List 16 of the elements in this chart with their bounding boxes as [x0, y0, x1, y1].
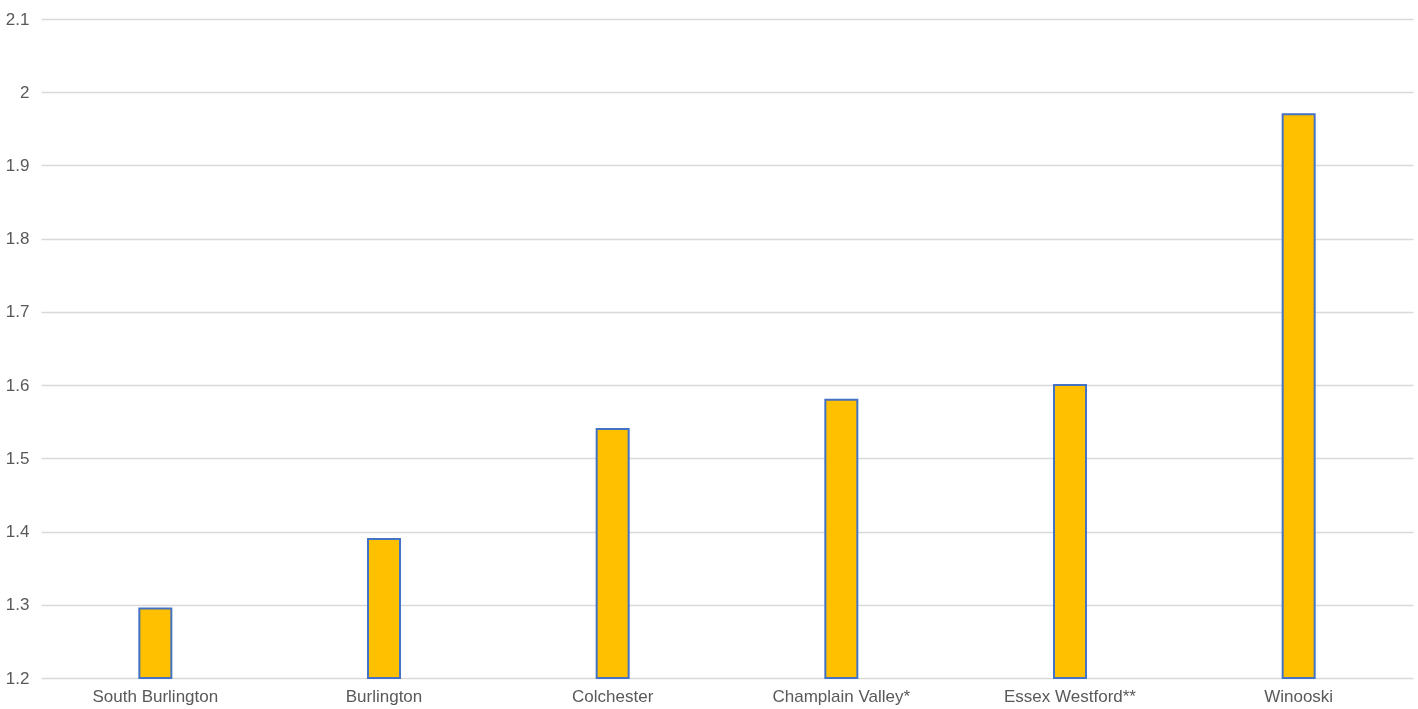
y-tick-label: 1.9 [5, 155, 30, 175]
y-tick-label: 1.5 [5, 448, 30, 468]
x-tick-label: Burlington [345, 686, 423, 706]
x-tick-label: South Burlington [92, 686, 219, 706]
x-tick-label: Champlain Valley* [772, 686, 911, 706]
y-tick-label: 1.3 [5, 595, 30, 615]
y-tick-label: 2 [20, 82, 30, 102]
y-tick-label: 2.1 [5, 9, 30, 29]
x-tick-label: Colchester [572, 686, 654, 706]
y-tick-label: 1.4 [5, 522, 30, 542]
y-tick-label: 1.6 [5, 375, 30, 395]
y-tick-label: 1.7 [5, 302, 30, 322]
x-tick-label: Essex Westford** [1004, 686, 1137, 706]
x-tick-label: Winooski [1264, 686, 1334, 706]
y-tick-label: 1.8 [5, 229, 30, 249]
y-tick-label: 1.2 [5, 668, 30, 688]
